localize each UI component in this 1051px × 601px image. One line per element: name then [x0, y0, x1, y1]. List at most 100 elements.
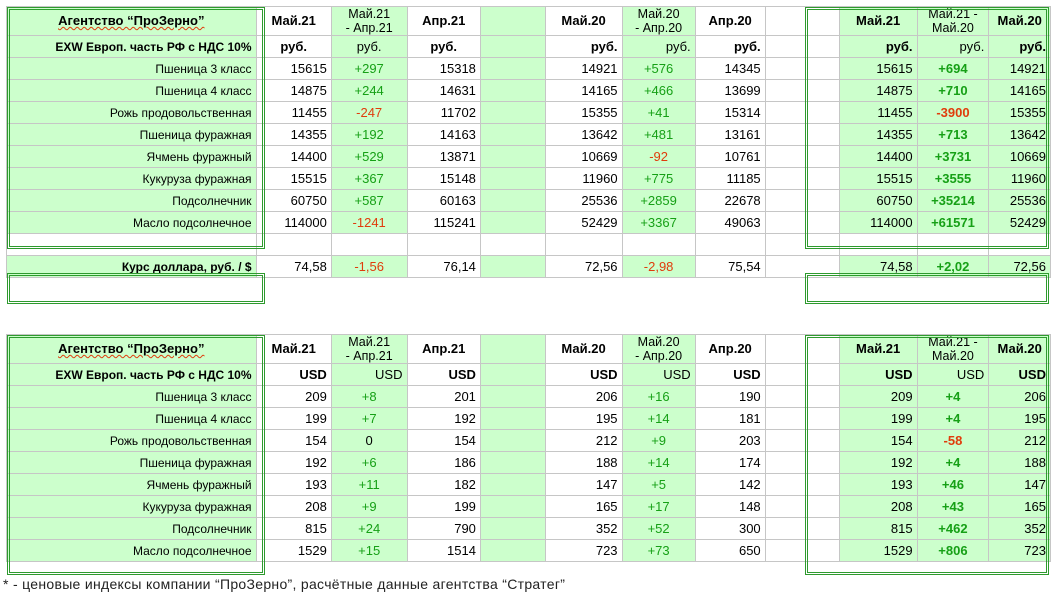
price-cell: 199 [406, 495, 481, 518]
unit-cell: руб. [621, 35, 696, 58]
basis-label: EXW Европ. часть РФ с НДС 10% [6, 35, 257, 58]
table-row: Пшеница 3 класс 209 +8 201 206 +16 190 209 +4 206 [6, 385, 1051, 408]
commodity-label: Ячмень фуражный [6, 473, 257, 496]
empty-cell [479, 451, 546, 474]
price-cell: 14345 [694, 57, 766, 80]
change-cell: +775 [621, 167, 696, 190]
price-cell: 14875 [838, 79, 918, 102]
col-may21-apr21: Май.21- Апр.21 [330, 6, 408, 36]
empty-cell [479, 145, 546, 168]
empty-cell [479, 189, 546, 212]
change-cell: +529 [330, 145, 408, 168]
gap-cell [764, 123, 840, 146]
unit-cell: USD [544, 363, 623, 386]
change-cell: +35214 [916, 189, 990, 212]
unit-cell: USD [988, 363, 1051, 386]
empty-cell [479, 211, 546, 234]
header-row: Агентство “ПроЗерно” Май.21 Май.21- Апр.… [6, 6, 1051, 36]
empty-cell [479, 6, 546, 36]
exchange-rate-row: Курс доллара, руб. / $74,58 -1,56 76,14 72,… [6, 255, 1051, 278]
commodity-label: Ячмень фуражный [6, 145, 257, 168]
empty-cell [479, 495, 546, 518]
table-row: Пшеница фуражная 14355 +192 14163 13642 +481 1… [6, 123, 1051, 146]
gap-cell [764, 35, 840, 58]
table-row: Рожь продовольственная 11455 -247 11702 1535… [6, 101, 1051, 124]
commodity-label: Пшеница 3 класс [6, 385, 257, 408]
unit-cell: руб. [838, 35, 918, 58]
col-may20-compare: Май.20 [988, 6, 1051, 36]
price-cell: 195 [988, 407, 1051, 430]
change-cell: +4 [916, 385, 990, 408]
price-cell: 208 [255, 495, 332, 518]
commodity-label: Кукуруза фуражная [6, 495, 257, 518]
empty-cell [479, 517, 546, 540]
price-cell: 199 [255, 407, 332, 430]
price-cell: 300 [694, 517, 766, 540]
price-cell: 206 [988, 385, 1051, 408]
price-cell: 25536 [988, 189, 1051, 212]
price-cell: 815 [838, 517, 918, 540]
price-cell: 203 [694, 429, 766, 452]
change-cell: +481 [621, 123, 696, 146]
price-cell: 352 [988, 517, 1051, 540]
change-cell: 0 [330, 429, 408, 452]
price-cell: 181 [694, 407, 766, 430]
price-cell: 188 [988, 451, 1051, 474]
price-cell: 165 [544, 495, 623, 518]
change-cell: -3900 [916, 101, 990, 124]
change-cell: +5 [621, 473, 696, 496]
col-apr20: Апр.20 [694, 334, 766, 364]
change-cell: +710 [916, 79, 990, 102]
price-cell: 11960 [544, 167, 623, 190]
table-row: Кукуруза фуражная 15515 +367 15148 11960 +775… [6, 167, 1051, 190]
price-cell: 815 [255, 517, 332, 540]
price-cell: 192 [838, 451, 918, 474]
change-cell: -1,56 [330, 255, 408, 278]
col-may21-apr21: Май.21- Апр.21 [330, 334, 408, 364]
table-row: Пшеница 3 класс 15615 +297 15318 14921 +576 14… [6, 57, 1051, 80]
unit-cell: руб. [988, 35, 1051, 58]
price-cell: 352 [544, 517, 623, 540]
change-cell: -1241 [330, 211, 408, 234]
price-cell: 193 [838, 473, 918, 496]
unit-row: EXW Европ. часть РФ с НДС 10% USD USD US… [6, 363, 1051, 386]
change-cell: +7 [330, 407, 408, 430]
price-cell: 1529 [255, 539, 332, 562]
price-cell: 15318 [406, 57, 481, 80]
col-may21-compare: Май.21 [838, 6, 918, 36]
gap-cell [764, 255, 840, 278]
agency-title: Агентство “ПроЗерно” [6, 6, 257, 36]
commodity-label: Кукуруза фуражная [6, 167, 257, 190]
change-cell: +17 [621, 495, 696, 518]
price-cell: 182 [406, 473, 481, 496]
price-cell: 209 [255, 385, 332, 408]
unit-row: EXW Европ. часть РФ с НДС 10% руб. руб. … [6, 35, 1051, 58]
price-cell: 14400 [838, 145, 918, 168]
change-cell: +192 [330, 123, 408, 146]
change-cell: +9 [330, 495, 408, 518]
price-cell: 14165 [988, 79, 1051, 102]
change-cell: +8 [330, 385, 408, 408]
table-row: Подсолнечник 60750 +587 60163 25536 +2859 2267… [6, 189, 1051, 212]
price-cell: 201 [406, 385, 481, 408]
change-cell: +466 [621, 79, 696, 102]
price-cell: 72,56 [544, 255, 623, 278]
empty-cell [479, 167, 546, 190]
empty-cell [479, 334, 546, 364]
commodity-label: Масло подсолнечное [6, 211, 257, 234]
table-row: Рожь продовольственная 154 0 154 212 +9 203 154… [6, 429, 1051, 452]
price-cell: 13161 [694, 123, 766, 146]
price-cell: 52429 [544, 211, 623, 234]
gap-cell [764, 495, 840, 518]
price-cell: 142 [694, 473, 766, 496]
col-may21-may20: Май.21 - Май.20 [916, 6, 990, 36]
change-cell: +3367 [621, 211, 696, 234]
price-cell: 52429 [988, 211, 1051, 234]
price-cell: 114000 [255, 211, 332, 234]
price-cell: 192 [255, 451, 332, 474]
empty-cell [479, 429, 546, 452]
unit-cell: USD [621, 363, 696, 386]
price-cell: 60163 [406, 189, 481, 212]
col-apr21: Апр.21 [406, 334, 481, 364]
price-cell: 74,58 [255, 255, 332, 278]
